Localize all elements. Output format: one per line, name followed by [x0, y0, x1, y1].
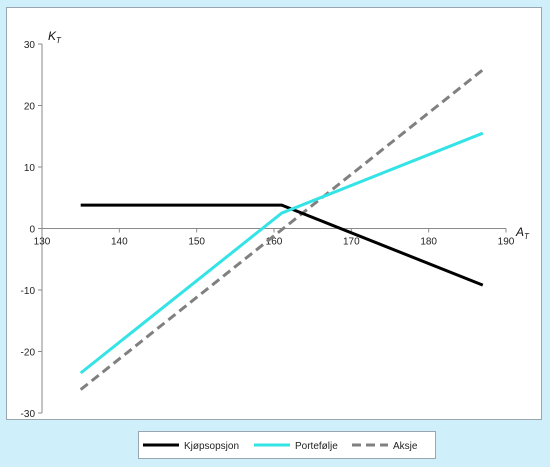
- y-tick-label: 0: [29, 225, 35, 236]
- series-line-0: [80, 203, 484, 287]
- ticks: 30 20 10 0 -10 -20 -30 130 140 150 160 170 180 190: [21, 40, 515, 420]
- legend-label-0: Kjøpsopsjon: [184, 441, 239, 452]
- series-line-1: [79, 131, 484, 375]
- legend-label-1: Portefølje: [295, 441, 338, 452]
- x-tick-label: 160: [266, 237, 283, 248]
- y-tick-label: 10: [24, 163, 36, 174]
- x-tick-label: 180: [420, 237, 437, 248]
- x-tick-label: 170: [343, 237, 360, 248]
- y-tick-label: -30: [21, 409, 36, 420]
- y-tick-label: -20: [21, 348, 36, 359]
- legend-label-2: Aksje: [393, 441, 418, 452]
- x-tick-label: 130: [34, 237, 51, 248]
- y-axis-label-subscript: T: [56, 36, 62, 45]
- plot-panel: [6, 7, 542, 420]
- x-tick-label: 190: [498, 237, 515, 248]
- series-layer: [79, 68, 484, 391]
- y-tick-label: 30: [24, 40, 36, 51]
- x-axis-label-subscript: T: [524, 232, 530, 241]
- y-axis-label: KT: [48, 29, 62, 45]
- x-tick-label: 140: [111, 237, 128, 248]
- x-axis-label: AT: [515, 225, 530, 241]
- x-tick-label: 150: [188, 237, 205, 248]
- y-tick-label: 20: [24, 102, 36, 113]
- y-tick-label: -10: [21, 286, 36, 297]
- legend-items: Kjøpsopsjon Portefølje Aksje: [143, 441, 418, 452]
- series-line-2: [79, 68, 484, 391]
